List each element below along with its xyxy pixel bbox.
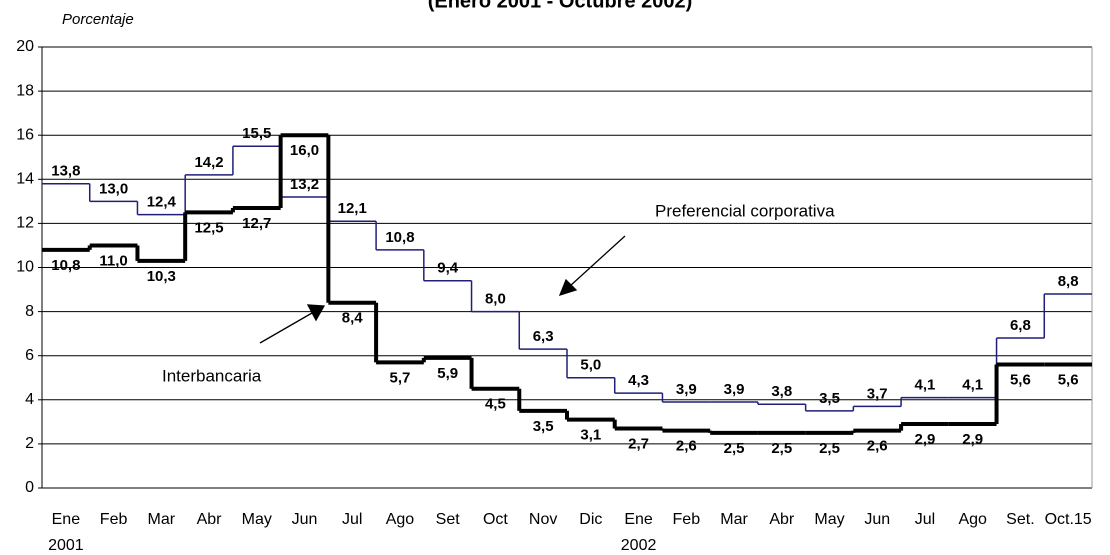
x-tick-label: Jun <box>864 511 890 528</box>
x-tick-label: Feb <box>673 511 701 528</box>
value-label: 5,6 <box>1010 371 1031 388</box>
y-tick-label: 20 <box>16 38 34 55</box>
value-label: 3,8 <box>771 383 792 400</box>
value-label: 11,0 <box>99 252 127 269</box>
x-tick-label: Feb <box>100 511 128 528</box>
value-label: 4,1 <box>915 377 936 394</box>
value-label: 13,0 <box>99 180 128 197</box>
arrow-head <box>558 278 578 297</box>
y-tick-label: 14 <box>16 171 34 188</box>
x-tick-label: Nov <box>529 511 557 528</box>
value-label: 9,4 <box>437 260 459 277</box>
y-tick-label: 0 <box>25 479 34 496</box>
year-label: 2001 <box>48 537 84 554</box>
value-label: 2,6 <box>676 438 697 455</box>
value-label: 8,4 <box>342 310 364 327</box>
x-tick-label: Oct.15 <box>1045 511 1092 528</box>
value-label: 12,5 <box>194 219 223 236</box>
y-tick-label: 10 <box>16 259 34 276</box>
value-label: 3,5 <box>533 418 554 435</box>
value-label: 3,9 <box>724 381 745 398</box>
value-label: 10,8 <box>385 229 414 246</box>
x-tick-label: Abr <box>769 511 795 528</box>
value-label: 4,3 <box>628 372 649 389</box>
value-label: 4,5 <box>485 396 506 413</box>
x-tick-label: May <box>814 511 844 528</box>
y-tick-label: 8 <box>25 303 34 320</box>
value-label: 14,2 <box>194 154 223 171</box>
value-label: 6,8 <box>1010 317 1031 334</box>
x-tick-label: Ago <box>386 511 415 528</box>
value-label: 8,8 <box>1058 273 1079 290</box>
y-tick-label: 18 <box>16 82 34 99</box>
x-tick-label: Ene <box>624 511 653 528</box>
value-label: 13,8 <box>51 163 80 180</box>
x-tick-label: Set <box>436 511 461 528</box>
value-label: 8,0 <box>485 291 506 308</box>
value-label: 10,3 <box>147 268 176 285</box>
x-tick-label: Abr <box>197 511 223 528</box>
value-label: 2,6 <box>867 438 888 455</box>
x-tick-label: Ago <box>958 511 987 528</box>
x-tick-label: May <box>242 511 272 528</box>
value-label: 4,1 <box>962 377 983 394</box>
chart-title: (Enero 2001 - Octubre 2002) <box>428 0 693 12</box>
x-tick-label: Set. <box>1006 511 1034 528</box>
value-label: 13,2 <box>290 176 319 193</box>
value-label: 12,7 <box>242 215 271 232</box>
y-tick-label: 2 <box>25 435 34 452</box>
value-label: 3,7 <box>867 385 888 402</box>
value-label: 5,7 <box>390 369 411 386</box>
value-label: 5,6 <box>1058 371 1079 388</box>
value-label: 3,9 <box>676 381 697 398</box>
value-label: 12,4 <box>147 194 177 211</box>
arrow-head <box>306 304 326 322</box>
y-axis-label: Porcentaje <box>62 11 134 28</box>
x-tick-label: Mar <box>720 511 748 528</box>
arrows <box>259 235 626 344</box>
value-label: 2,5 <box>771 440 792 457</box>
arrow-line <box>259 312 313 344</box>
x-tick-label: Jul <box>915 511 935 528</box>
arrow-line <box>569 235 626 287</box>
value-label: 2,5 <box>819 440 840 457</box>
x-tick-label: Jul <box>342 511 362 528</box>
value-label: 2,9 <box>962 431 983 448</box>
value-label: 12,1 <box>338 200 367 217</box>
x-tick-label: Oct <box>483 511 508 528</box>
value-label: 2,9 <box>915 431 936 448</box>
value-label: 6,3 <box>533 328 554 345</box>
y-tick-label: 4 <box>25 391 34 408</box>
x-tick-label: Ene <box>52 511 81 528</box>
year-label: 2002 <box>621 537 657 554</box>
series-annotation: Interbancaria <box>162 366 262 385</box>
value-label: 16,0 <box>290 142 319 159</box>
x-tick-label: Dic <box>579 511 602 528</box>
value-label: 5,0 <box>580 357 601 374</box>
x-tick-label: Mar <box>148 511 176 528</box>
value-label: 15,5 <box>242 125 271 142</box>
x-tick-label: Jun <box>292 511 318 528</box>
y-tick-label: 16 <box>16 126 34 143</box>
y-tick-label: 12 <box>16 215 34 232</box>
value-label: 2,5 <box>724 440 745 457</box>
value-label: 10,8 <box>51 257 80 274</box>
series-annotation: Preferencial corporativa <box>655 201 835 220</box>
value-label: 3,5 <box>819 390 840 407</box>
value-label: 5,9 <box>437 365 458 382</box>
y-tick-label: 6 <box>25 347 34 364</box>
value-label: 2,7 <box>628 435 649 452</box>
value-label: 3,1 <box>580 427 601 444</box>
